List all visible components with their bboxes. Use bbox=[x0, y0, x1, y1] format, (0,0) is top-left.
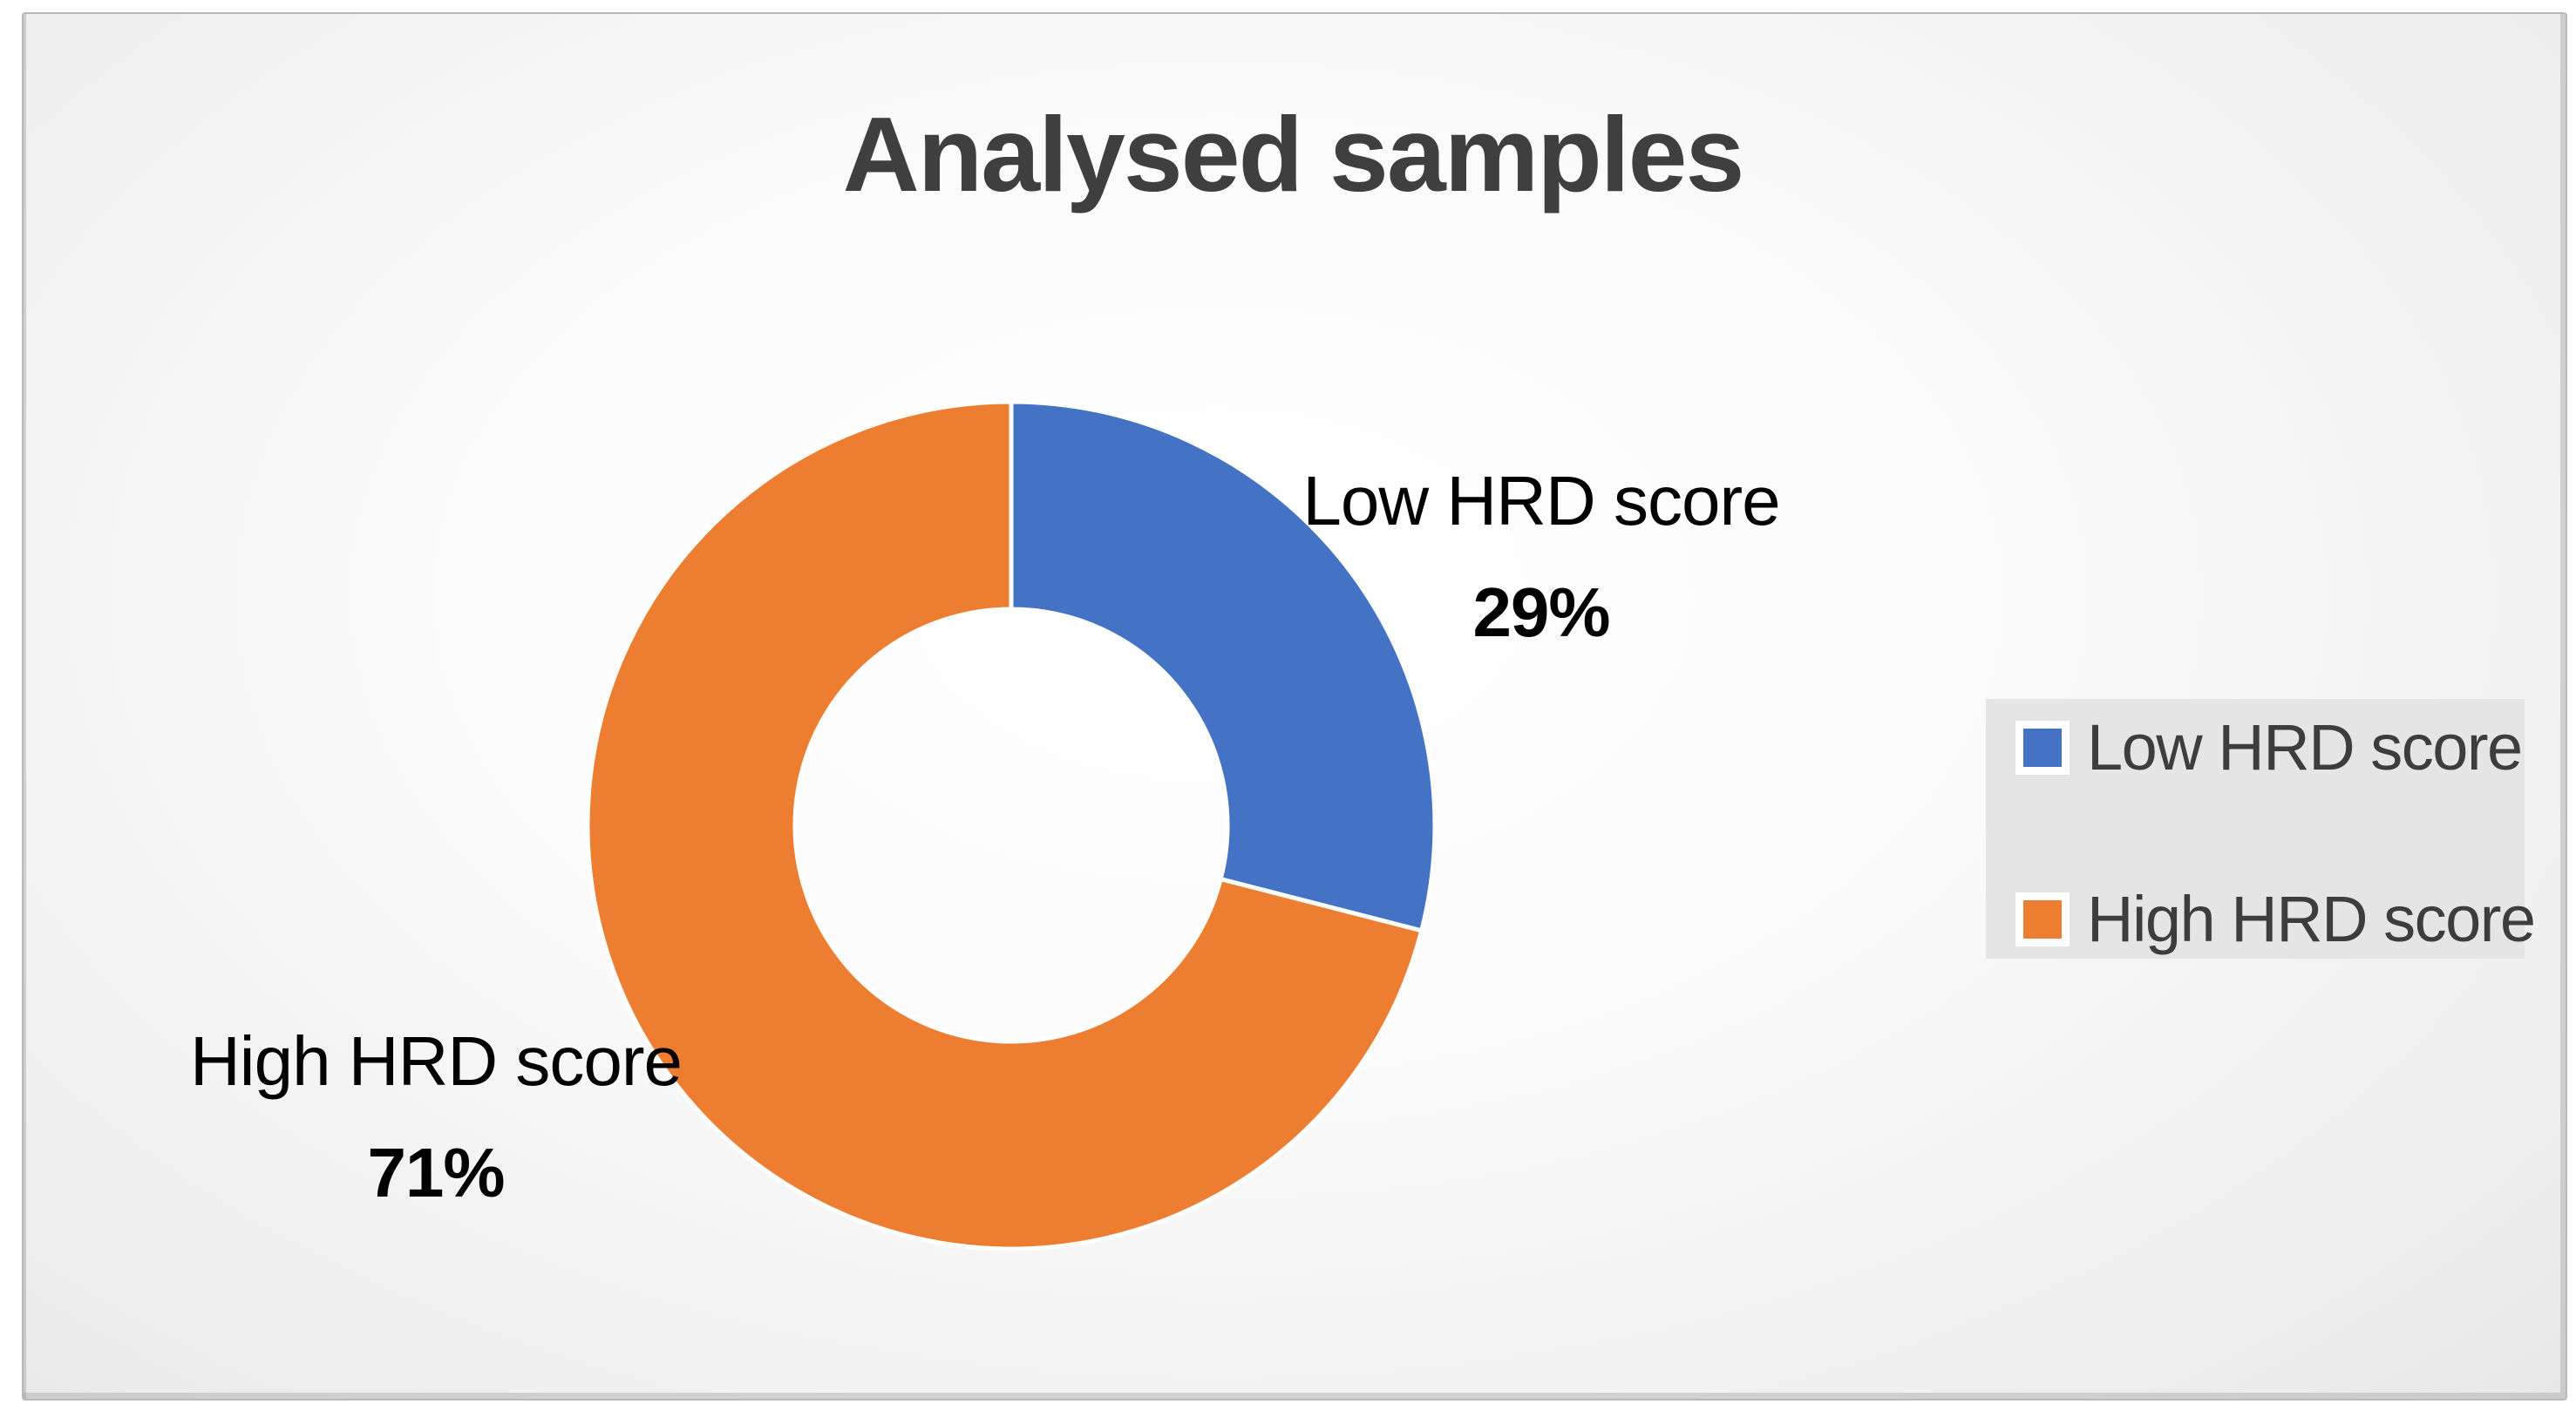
legend-item-low-hrd: Low HRD score bbox=[2015, 710, 2525, 784]
data-label-high-percent: 71% bbox=[367, 1134, 505, 1211]
legend-item-high-hrd: High HRD score bbox=[2015, 882, 2536, 956]
chart-legend: Low HRD score High HRD score bbox=[1986, 699, 2536, 959]
legend-label-high: High HRD score bbox=[2087, 883, 2536, 955]
data-label-low-name: Low HRD score bbox=[1302, 462, 1780, 539]
data-label-low-percent: 29% bbox=[1472, 573, 1610, 651]
legend-swatch-low-icon bbox=[2015, 720, 2070, 775]
legend-label-low: Low HRD score bbox=[2087, 711, 2523, 783]
legend-swatch-high-icon bbox=[2015, 892, 2070, 946]
data-label-high-name: High HRD score bbox=[190, 1022, 683, 1100]
chart-title: Analysed samples bbox=[842, 95, 1745, 214]
donut-chart bbox=[583, 397, 1439, 1253]
pie-slice-high-hrd-score bbox=[585, 399, 1424, 1251]
donut-svg bbox=[585, 399, 1438, 1251]
data-label-low-hrd: Low HRD score 29% bbox=[1166, 445, 1916, 668]
pie-slice-low-hrd-score bbox=[1009, 399, 1438, 933]
data-label-high-hrd: High HRD score 71% bbox=[61, 1006, 811, 1229]
